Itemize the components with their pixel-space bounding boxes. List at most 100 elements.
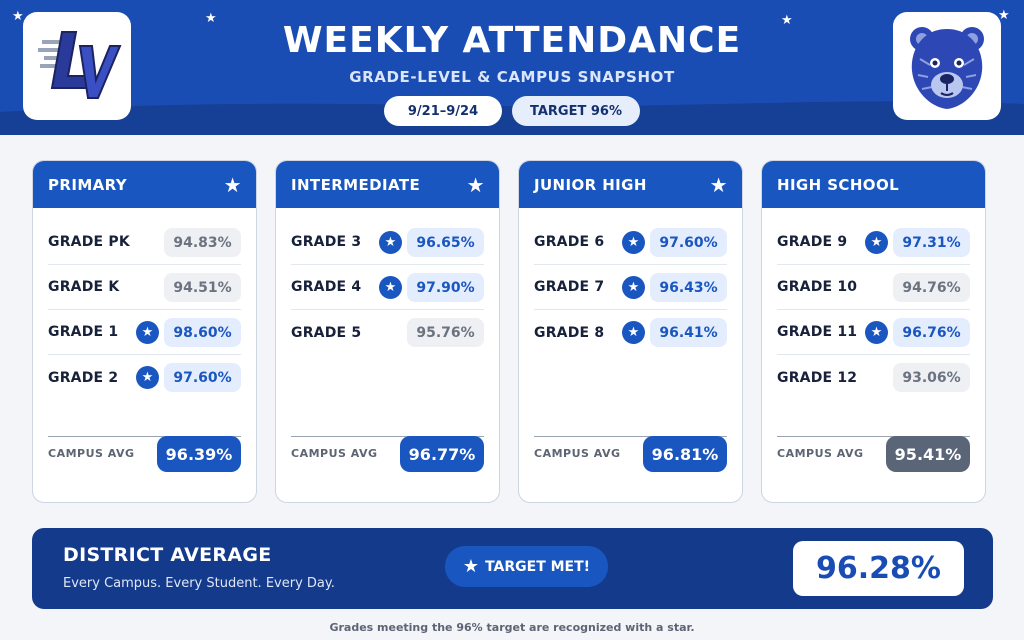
page-subtitle: GRADE-LEVEL & CAMPUS SNAPSHOT [349, 68, 675, 86]
grade-row: GRADE 6 ★ 97.60% [534, 220, 727, 265]
grade-label: GRADE 6 [534, 234, 605, 250]
grade-list: GRADE 9 ★ 97.31% GRADE 10 94.76% GRADE 11 ★ 96.… [777, 220, 970, 400]
divider [291, 436, 484, 437]
grade-attendance-value: 96.41% [650, 318, 727, 347]
bear-mascot-logo [893, 12, 1001, 120]
footnote: Grades meeting the 96% target are recogn… [329, 621, 695, 634]
grade-label: GRADE 11 [777, 324, 858, 340]
district-average-value: 96.28% [793, 541, 964, 596]
grade-label: GRADE 4 [291, 279, 362, 295]
grade-row: GRADE 8 ★ 96.41% [534, 310, 727, 355]
grade-label: GRADE 1 [48, 324, 119, 340]
decorative-star-icon: ★ [781, 13, 793, 28]
grade-attendance-value: 97.60% [164, 363, 241, 392]
decorative-star-icon: ★ [205, 11, 217, 26]
star-icon: ★ [136, 366, 159, 389]
star-icon: ★ [223, 172, 242, 197]
divider [777, 436, 970, 437]
target-met-badge: ★ TARGET MET! [445, 546, 608, 587]
campus-avg-value: 95.41% [886, 436, 970, 472]
campus-name: INTERMEDIATE [291, 175, 421, 194]
campus-name: HIGH SCHOOL [777, 175, 900, 194]
campus-name: PRIMARY [48, 175, 128, 194]
star-icon: ★ [622, 321, 645, 344]
grade-label: GRADE 7 [534, 279, 605, 295]
grade-row: GRADE 2 ★ 97.60% [48, 355, 241, 400]
grade-label: GRADE 9 [777, 234, 848, 250]
grade-list: GRADE 3 ★ 96.65% GRADE 4 ★ 97.90% GRADE 5 95.76… [291, 220, 484, 355]
star-icon: ★ [622, 231, 645, 254]
grade-row: GRADE 4 ★ 97.90% [291, 265, 484, 310]
grade-attendance-value: 95.76% [407, 318, 484, 347]
campus-card-header: HIGH SCHOOL [762, 161, 985, 208]
star-icon: ★ [379, 231, 402, 254]
lv-monogram-icon [38, 31, 122, 99]
grade-list: GRADE PK 94.83% GRADE K 94.51% GRADE 1 ★ 98.60… [48, 220, 241, 400]
grade-row: GRADE 3 ★ 96.65% [291, 220, 484, 265]
grade-label: GRADE 2 [48, 369, 119, 386]
grade-label: GRADE 10 [777, 279, 858, 295]
campus-card: HIGH SCHOOL GRADE 9 ★ 97.31% GRADE 10 94.76% G… [761, 160, 986, 503]
target-pill: TARGET 96% [512, 96, 640, 126]
grade-attendance-value: 94.51% [164, 273, 241, 302]
star-icon: ★ [622, 276, 645, 299]
grade-attendance-value: 93.06% [893, 363, 970, 392]
grade-row: GRADE 12 93.06% [777, 355, 970, 400]
lv-logo [23, 12, 131, 120]
grade-attendance-value: 98.60% [164, 318, 241, 347]
divider [534, 436, 727, 437]
grade-label: GRADE 5 [291, 324, 362, 341]
grade-row: GRADE PK 94.83% [48, 220, 241, 265]
grade-label: GRADE 12 [777, 369, 858, 386]
star-icon: ★ [865, 231, 888, 254]
grade-label: GRADE 8 [534, 324, 605, 341]
campus-avg-value: 96.81% [643, 436, 727, 472]
campus-name: JUNIOR HIGH [534, 175, 647, 194]
divider [48, 436, 241, 437]
bear-head-icon [910, 27, 984, 109]
page-title: WEEKLY ATTENDANCE [282, 20, 742, 61]
grade-attendance-value: 96.76% [893, 318, 970, 347]
star-icon: ★ [709, 172, 728, 197]
campus-avg-value: 96.39% [157, 436, 241, 472]
campus-avg-label: CAMPUS AVG [534, 447, 621, 460]
campus-card: PRIMARY ★ GRADE PK 94.83% GRADE K 94.51% GRADE… [32, 160, 257, 503]
grade-label: GRADE PK [48, 234, 130, 250]
campus-avg-value: 96.77% [400, 436, 484, 472]
grade-attendance-value: 97.31% [893, 228, 970, 257]
campus-avg-label: CAMPUS AVG [777, 447, 864, 460]
grade-row: GRADE 1 ★ 98.60% [48, 310, 241, 355]
district-average-panel: DISTRICT AVERAGE Every Campus. Every Stu… [32, 528, 993, 609]
star-icon: ★ [136, 321, 159, 344]
grade-label: GRADE K [48, 279, 120, 295]
decorative-star-icon: ★ [12, 9, 24, 24]
campus-card-header: JUNIOR HIGH ★ [519, 161, 742, 208]
grade-list: GRADE 6 ★ 97.60% GRADE 7 ★ 96.43% GRADE 8 ★ 96.4… [534, 220, 727, 355]
campus-card-header: INTERMEDIATE ★ [276, 161, 499, 208]
campus-card: INTERMEDIATE ★ GRADE 3 ★ 96.65% GRADE 4 ★ 97.90… [275, 160, 500, 503]
grade-row: GRADE 5 95.76% [291, 310, 484, 355]
campus-card: JUNIOR HIGH ★ GRADE 6 ★ 97.60% GRADE 7 ★ 96.43%… [518, 160, 743, 503]
date-range-pill: 9/21–9/24 [384, 96, 502, 126]
grade-row: GRADE K 94.51% [48, 265, 241, 310]
target-met-label: TARGET MET! [485, 558, 591, 575]
star-icon: ★ [865, 321, 888, 344]
grade-label: GRADE 3 [291, 234, 362, 250]
campus-avg-label: CAMPUS AVG [291, 447, 378, 460]
grade-row: GRADE 10 94.76% [777, 265, 970, 310]
campus-avg-label: CAMPUS AVG [48, 447, 135, 460]
grade-attendance-value: 96.43% [650, 273, 727, 302]
star-icon: ★ [379, 276, 402, 299]
district-tagline: Every Campus. Every Student. Every Day. [63, 576, 335, 591]
grade-attendance-value: 97.60% [650, 228, 727, 257]
decorative-star-icon: ★ [998, 8, 1010, 23]
star-icon: ★ [466, 172, 485, 197]
district-title: DISTRICT AVERAGE [63, 544, 272, 566]
grade-row: GRADE 11 ★ 96.76% [777, 310, 970, 355]
grade-attendance-value: 94.76% [893, 273, 970, 302]
grade-attendance-value: 97.90% [407, 273, 484, 302]
campus-card-header: PRIMARY ★ [33, 161, 256, 208]
grade-row: GRADE 9 ★ 97.31% [777, 220, 970, 265]
grade-attendance-value: 96.65% [407, 228, 484, 257]
grade-attendance-value: 94.83% [164, 228, 241, 257]
